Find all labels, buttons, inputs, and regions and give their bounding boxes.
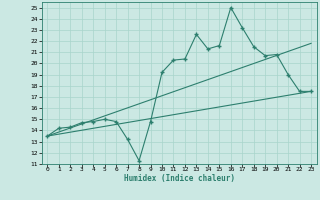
X-axis label: Humidex (Indice chaleur): Humidex (Indice chaleur) xyxy=(124,174,235,183)
